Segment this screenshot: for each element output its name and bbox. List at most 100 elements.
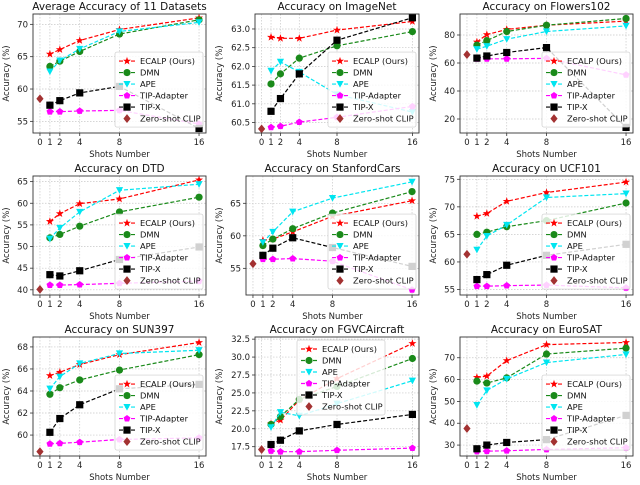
y-tick-label: 60 — [231, 231, 242, 241]
legend-marker — [549, 218, 558, 227]
data-point — [472, 373, 481, 382]
legend-box — [114, 51, 204, 128]
data-point — [56, 440, 64, 447]
legend-marker — [550, 426, 558, 434]
series-dmn — [267, 27, 417, 88]
legend-label: APE — [140, 241, 156, 251]
data-point — [269, 228, 277, 236]
y-tick-label: 60 — [17, 199, 28, 209]
series-tip-x — [267, 411, 417, 449]
x-axis-label: Shots Number — [89, 473, 150, 483]
x-axis-label: Shots Number — [307, 150, 368, 160]
data-point — [76, 438, 84, 446]
y-tick-label: 40 — [444, 87, 455, 97]
x-tick-label: 4 — [504, 461, 509, 471]
y-tick-label: 62.5 — [231, 44, 250, 54]
y-tick-label: 40 — [17, 285, 28, 295]
chart-panel: Accuracy on Flowers102 0 1 2 4 8 16 20 40 60 80 Sho… — [429, 1, 634, 160]
data-point — [472, 377, 481, 386]
legend-marker — [336, 230, 344, 238]
y-tick-label: 60 — [17, 85, 28, 95]
plot-frame — [459, 13, 634, 134]
legend-marker — [123, 265, 131, 273]
y-tick-label: 70 — [17, 20, 28, 30]
data-point — [267, 67, 275, 75]
data-point — [622, 351, 630, 359]
legend-label: ECALP (Ours) — [140, 56, 195, 66]
data-point — [46, 101, 54, 109]
x-axis-label: Shots Number — [89, 312, 150, 322]
series-dmn — [259, 187, 416, 249]
y-tick-label: 63.0 — [231, 25, 250, 35]
data-point — [267, 33, 276, 41]
legend-marker — [336, 80, 344, 88]
legend-label: TIP-Adapter — [139, 252, 189, 262]
legend-marker — [550, 230, 558, 238]
chart-panel: Accuracy on UCF101 0 1 2 4 8 16 55 60 65 70 75 Shots… — [429, 163, 634, 322]
chart-panel: Accuracy on SUN397 0 1 2 4 8 16 60 62 64 66 68 Shots… — [2, 324, 207, 483]
y-tick-label: 50 — [17, 242, 28, 252]
data-point — [463, 249, 471, 259]
data-point — [115, 366, 124, 374]
y-tick-label: 20.0 — [231, 425, 250, 435]
data-point — [289, 208, 297, 216]
chart-title: Accuracy on UCF101 — [492, 163, 601, 175]
x-tick-label: 8 — [117, 461, 122, 471]
data-point — [622, 344, 630, 353]
legend-box — [327, 51, 417, 128]
legend-marker — [550, 415, 558, 422]
data-point — [542, 21, 550, 29]
chart-panel: Accuracy on ImageNet 0 1 2 4 8 16 60.5 61.0 61.5 6… — [215, 1, 420, 160]
data-point — [76, 376, 84, 384]
series-line — [49, 178, 200, 222]
x-tick-label: 1 — [474, 138, 479, 148]
data-point — [482, 37, 491, 45]
legend-marker — [123, 253, 131, 261]
legend-marker — [549, 56, 558, 65]
legend-marker — [305, 369, 313, 376]
series-dmn — [472, 14, 630, 49]
x-tick-label: 0 — [251, 300, 256, 310]
legend-label: DMN — [140, 68, 160, 78]
chart-panel: Average Accuracy of 11 Datasets 0 1 2 4 8 16 55… — [2, 1, 207, 160]
data-point — [277, 436, 285, 445]
legend-label: TIP-Adapter — [566, 91, 616, 101]
legend-marker — [550, 242, 558, 250]
legend-label: DMN — [567, 68, 587, 78]
x-tick-label: 16 — [407, 138, 418, 148]
legend-marker — [123, 380, 131, 388]
y-tick-label: 40 — [444, 420, 455, 430]
data-point — [333, 25, 342, 34]
legend-label: DMN — [140, 229, 160, 239]
data-point — [622, 199, 630, 207]
data-point — [76, 401, 84, 409]
legend-label: DMN — [567, 391, 587, 401]
x-tick-label: 16 — [407, 300, 418, 310]
data-point — [258, 124, 266, 134]
data-point — [482, 52, 491, 60]
data-point — [277, 409, 285, 417]
chart-title: Accuracy on SUN397 — [65, 324, 175, 336]
y-axis-label: Accuracy (%) — [2, 369, 12, 425]
series-dmn — [46, 351, 203, 399]
data-point — [277, 122, 285, 130]
data-point — [195, 347, 203, 355]
legend-label: APE — [353, 79, 369, 89]
y-tick-label: 70 — [444, 354, 455, 364]
data-point — [56, 97, 64, 105]
data-point — [258, 445, 266, 455]
data-point — [463, 50, 471, 59]
plot-frame — [254, 336, 420, 457]
data-point — [296, 54, 304, 62]
x-tick-label: 4 — [504, 138, 509, 148]
data-point — [622, 14, 630, 23]
series-ecalp-ours — [45, 13, 204, 58]
legend-label: ECALP (Ours) — [322, 344, 377, 354]
series-line — [476, 342, 626, 379]
x-tick-label: 1 — [269, 461, 274, 471]
data-point — [46, 108, 54, 115]
data-point — [76, 222, 84, 230]
